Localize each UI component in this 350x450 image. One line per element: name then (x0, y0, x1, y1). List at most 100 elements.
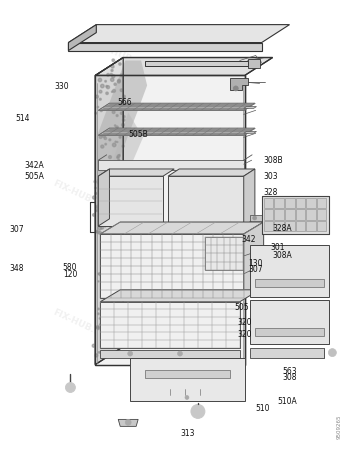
Circle shape (114, 323, 115, 324)
Circle shape (92, 196, 96, 199)
Text: 510: 510 (255, 405, 270, 414)
Text: 510A: 510A (278, 397, 298, 406)
Bar (317, 220, 327, 231)
Circle shape (97, 231, 99, 234)
Circle shape (112, 288, 116, 291)
Polygon shape (95, 58, 123, 365)
Circle shape (106, 342, 107, 344)
Circle shape (111, 78, 114, 81)
Circle shape (97, 205, 100, 208)
Circle shape (117, 157, 118, 158)
Circle shape (113, 287, 115, 289)
Text: 342A: 342A (25, 161, 44, 170)
Polygon shape (68, 25, 289, 43)
Bar (264, 209, 273, 220)
Bar (306, 220, 316, 231)
Bar (295, 209, 305, 220)
Circle shape (117, 323, 119, 326)
Text: 308: 308 (282, 373, 297, 382)
Polygon shape (98, 169, 174, 176)
Circle shape (114, 194, 117, 197)
Bar (285, 209, 294, 220)
Polygon shape (98, 176, 163, 226)
Circle shape (122, 119, 125, 121)
Polygon shape (145, 369, 230, 378)
Text: 303: 303 (264, 172, 279, 181)
Circle shape (104, 317, 106, 319)
Circle shape (110, 223, 112, 225)
Circle shape (102, 109, 103, 110)
Circle shape (117, 296, 118, 297)
Text: 308A: 308A (272, 251, 292, 260)
Circle shape (98, 308, 99, 310)
Circle shape (95, 354, 98, 357)
Circle shape (105, 202, 108, 205)
Polygon shape (100, 290, 260, 302)
Circle shape (103, 176, 105, 177)
Polygon shape (100, 350, 240, 358)
Circle shape (112, 324, 115, 326)
Circle shape (121, 123, 124, 126)
Bar (264, 198, 273, 208)
Text: 505A: 505A (25, 172, 44, 181)
Text: 307: 307 (248, 266, 263, 274)
Bar (274, 220, 284, 231)
Circle shape (125, 419, 131, 425)
Circle shape (111, 65, 114, 68)
Circle shape (99, 318, 101, 319)
Polygon shape (244, 222, 264, 298)
Circle shape (117, 80, 120, 83)
Text: 301: 301 (271, 243, 285, 252)
Polygon shape (145, 60, 248, 67)
Polygon shape (118, 419, 138, 427)
Circle shape (106, 86, 107, 87)
Bar (317, 209, 327, 220)
Circle shape (177, 351, 182, 356)
Bar (274, 209, 284, 220)
Circle shape (106, 86, 110, 89)
Circle shape (112, 225, 114, 226)
Circle shape (123, 116, 125, 118)
Circle shape (114, 218, 117, 221)
Circle shape (109, 238, 110, 239)
Circle shape (101, 145, 104, 148)
Polygon shape (205, 237, 243, 270)
Circle shape (114, 241, 118, 244)
Polygon shape (244, 131, 257, 133)
Polygon shape (168, 176, 244, 226)
Text: FIX-HUB.RU: FIX-HUB.RU (181, 114, 238, 147)
Circle shape (185, 396, 189, 400)
Circle shape (119, 343, 122, 346)
Circle shape (113, 193, 117, 196)
Circle shape (117, 245, 120, 247)
Text: 342: 342 (241, 235, 256, 244)
Circle shape (122, 261, 125, 263)
Circle shape (98, 327, 99, 328)
Circle shape (110, 73, 112, 76)
Polygon shape (97, 112, 143, 225)
Circle shape (118, 79, 120, 82)
Circle shape (97, 327, 100, 329)
Circle shape (110, 215, 111, 216)
Circle shape (102, 284, 103, 285)
Circle shape (98, 281, 99, 282)
Text: 505B: 505B (128, 130, 148, 139)
Circle shape (119, 63, 121, 65)
Circle shape (104, 285, 107, 288)
Circle shape (118, 301, 120, 303)
Circle shape (109, 139, 111, 141)
Circle shape (95, 230, 98, 233)
Polygon shape (100, 302, 240, 347)
Circle shape (104, 137, 106, 140)
Circle shape (107, 287, 111, 290)
Polygon shape (98, 160, 244, 170)
Text: 566: 566 (118, 99, 132, 108)
Bar (264, 220, 273, 231)
Text: 313: 313 (180, 429, 195, 438)
Circle shape (107, 73, 110, 76)
Circle shape (117, 155, 120, 157)
Circle shape (112, 323, 114, 325)
Circle shape (114, 83, 116, 86)
Circle shape (119, 154, 120, 156)
Circle shape (97, 207, 99, 209)
